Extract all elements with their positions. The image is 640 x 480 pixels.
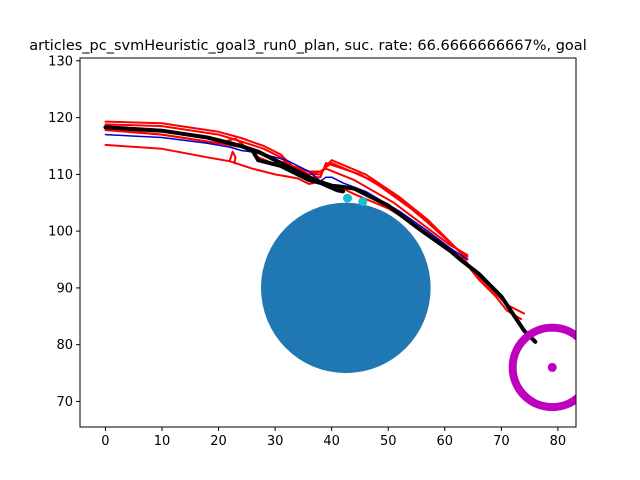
marker-point-0	[343, 193, 353, 203]
x-tick-label: 80	[550, 434, 567, 449]
y-tick-label: 80	[56, 338, 73, 353]
x-tick-label: 70	[493, 434, 510, 449]
goal-center	[547, 362, 557, 372]
trajectory-line-10	[239, 144, 345, 194]
axes-frame	[79, 57, 577, 428]
trajectory-line-2	[104, 128, 469, 256]
y-tick-label: 120	[48, 111, 73, 126]
y-tick-label: 110	[48, 168, 73, 183]
trajectory-line-4	[104, 129, 463, 255]
x-tick-label: 60	[437, 434, 454, 449]
axis-ticks: 0 10 20 30 40 50 60 70 80 70 80 90 100 110 120 130	[48, 54, 566, 449]
y-tick-label: 100	[48, 225, 73, 240]
trajectory-line-6	[460, 255, 525, 315]
y-tick-label: 130	[48, 54, 73, 69]
x-tick-label: 50	[380, 434, 397, 449]
x-tick-label: 10	[154, 434, 171, 449]
x-tick-label: 30	[267, 434, 284, 449]
trajectory-line-0	[104, 120, 469, 261]
plot-area	[103, 120, 576, 412]
marker-point-1	[358, 197, 368, 207]
trajectory-line-5	[228, 150, 237, 164]
x-tick-label: 0	[101, 434, 109, 449]
y-tick-label: 70	[56, 395, 73, 410]
x-tick-label: 40	[323, 434, 340, 449]
y-tick-label: 90	[56, 281, 73, 296]
x-tick-label: 20	[210, 434, 227, 449]
chart-title: articles_pc_svmHeuristic_goal3_run0_plan…	[29, 38, 586, 54]
goal-ring	[508, 323, 576, 412]
obstacle-circle	[260, 202, 431, 374]
